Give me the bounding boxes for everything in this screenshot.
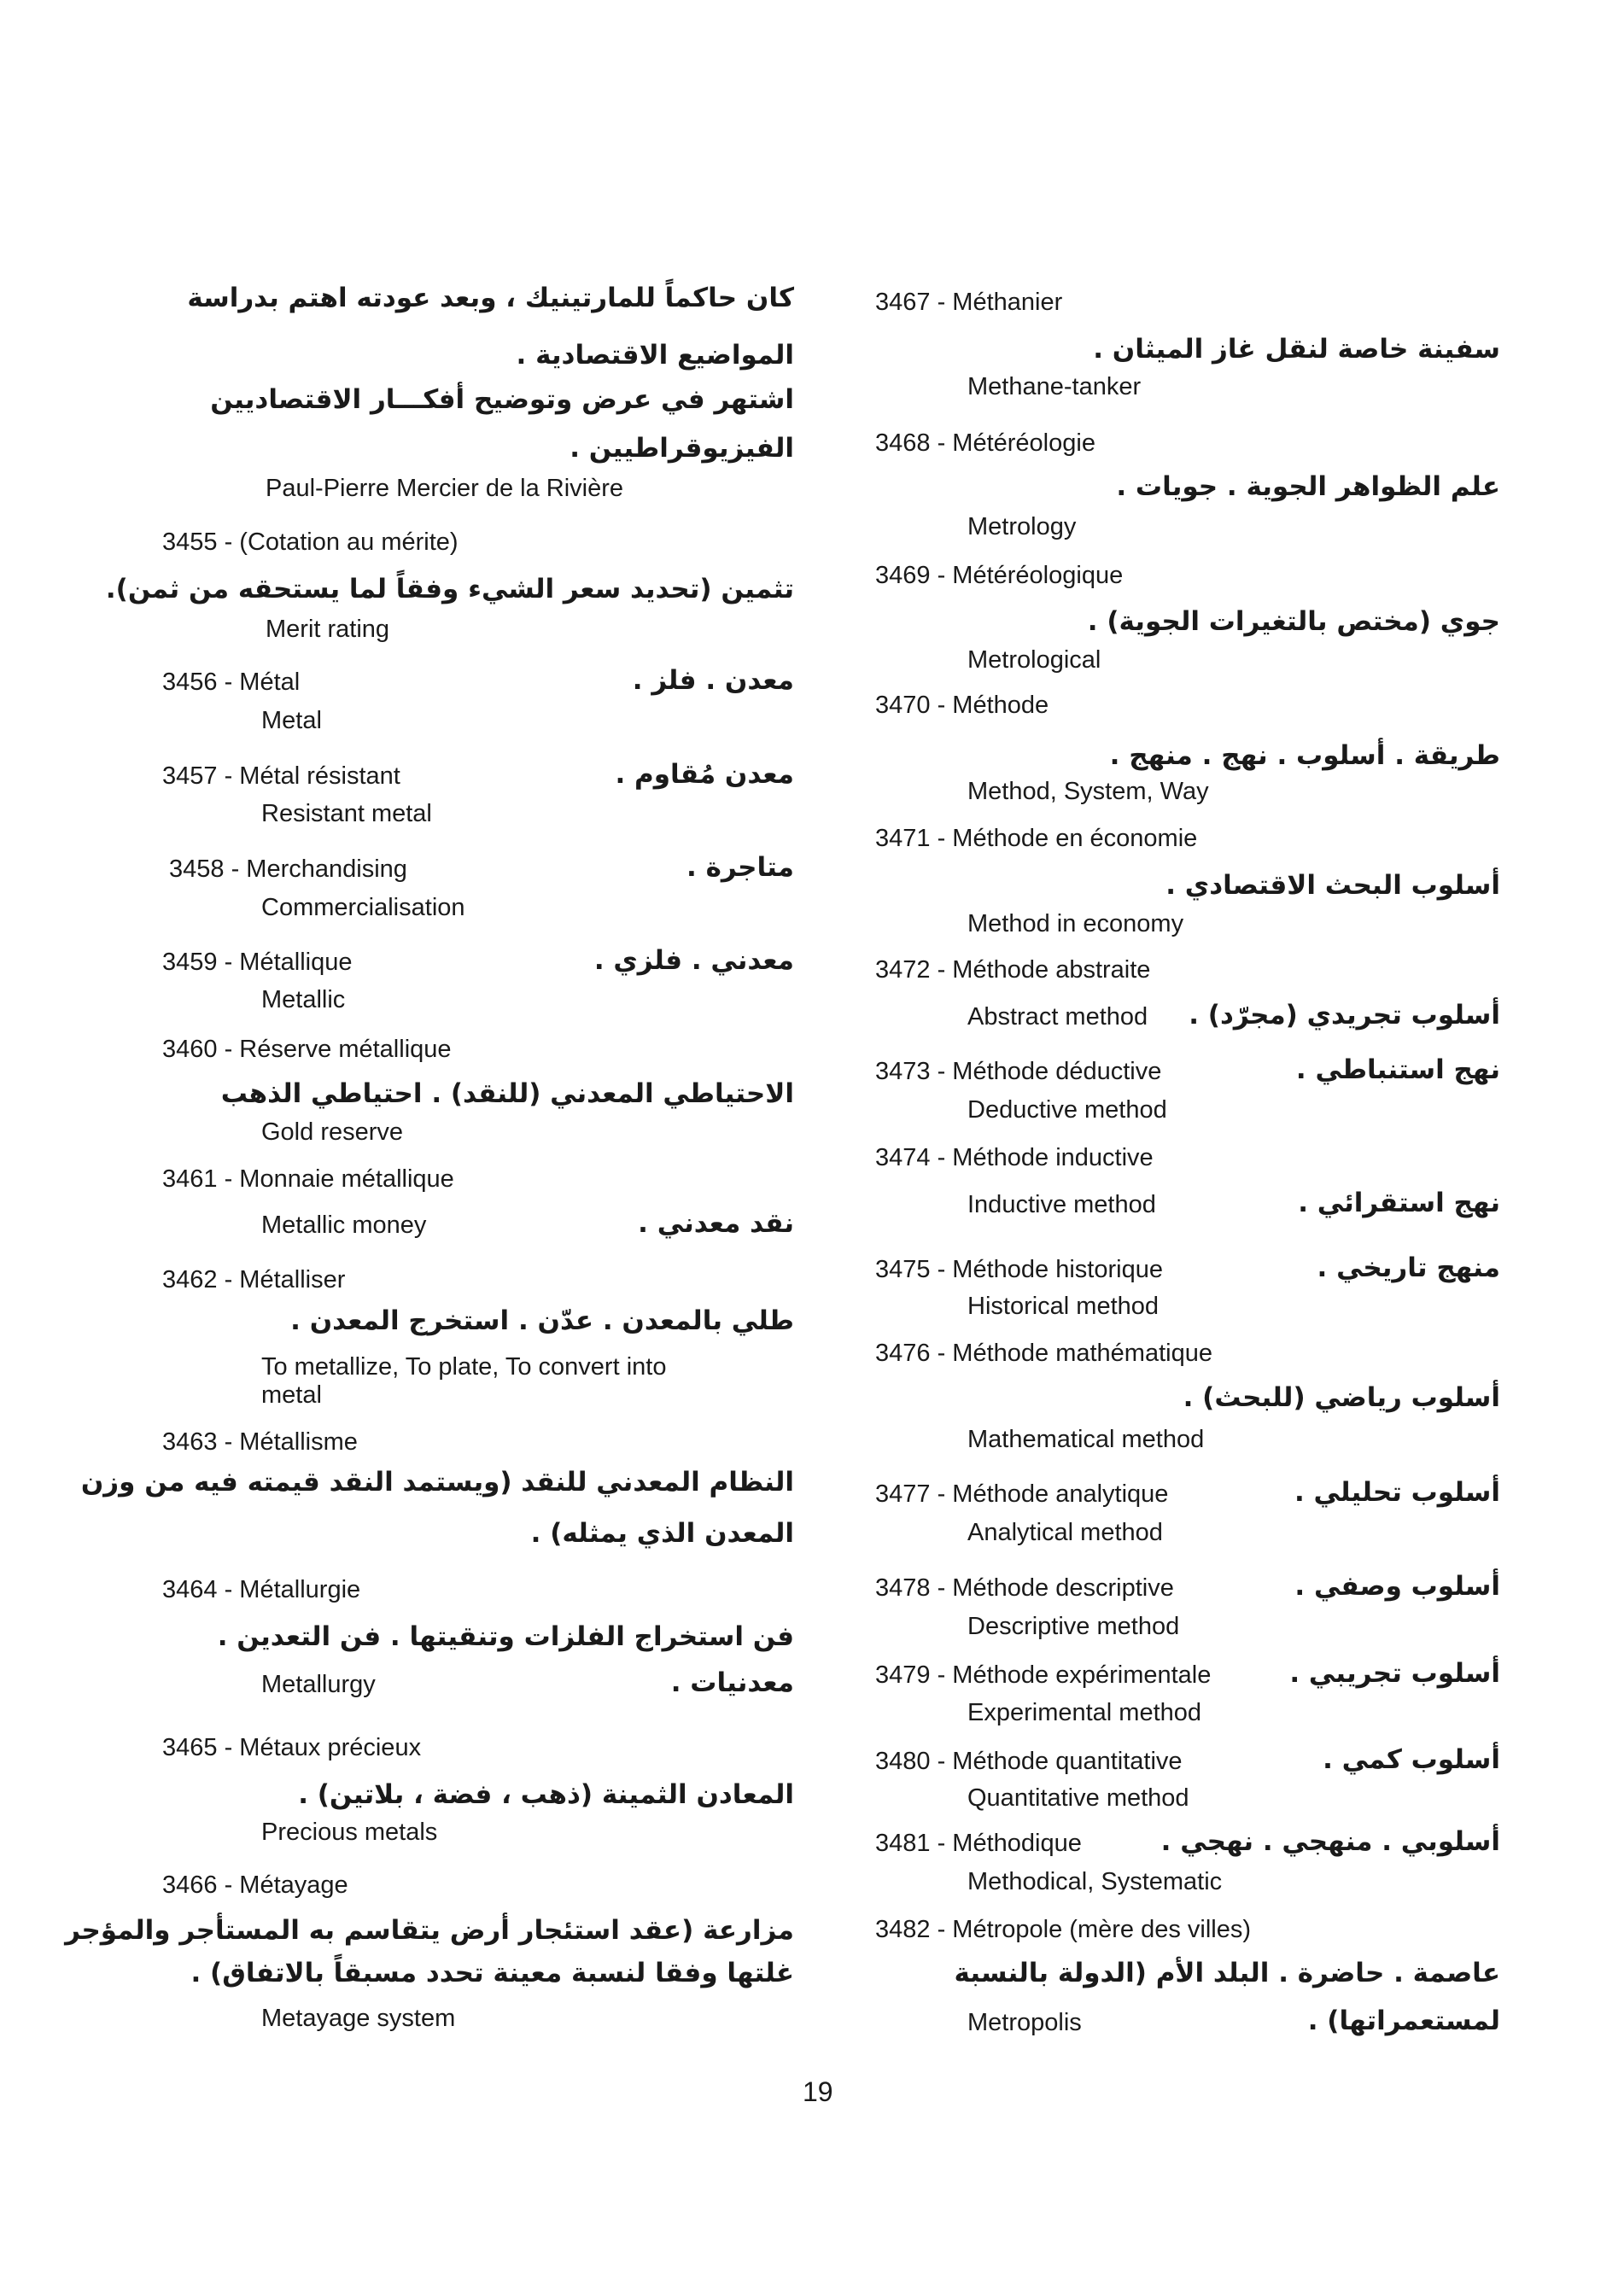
entry-english: Quantitative method: [967, 1784, 1189, 1812]
entry-header: 3480Méthode quantitative: [875, 1747, 1183, 1776]
entry-english: Precious metals: [261, 1819, 438, 1846]
intro-arabic-line: كان حاكماً للمارتينيك ، وبعد عودته اهتم …: [187, 283, 794, 313]
entry-english: Experimental method: [967, 1699, 1202, 1726]
entry-header: 3473Méthode déductive: [875, 1057, 1161, 1086]
entry-english: Metrological: [967, 646, 1101, 674]
entry-english: Metayage system: [261, 2005, 456, 2032]
entry-header: 3476Méthode mathématique: [875, 1339, 1212, 1368]
entry-english: Historical method: [967, 1293, 1160, 1320]
entry-header: 3481Méthodique: [875, 1829, 1082, 1858]
intro-arabic-line: اشتهر في عرض وتوضيح أفكـــار الاقتصاديين: [210, 384, 794, 415]
entry-header: 3463Métallisme: [162, 1428, 358, 1457]
entry-arabic: طريقة . أسلوب . نهج . منهج .: [1109, 740, 1500, 771]
entry-english: Resistant metal: [261, 800, 432, 827]
entry-arabic: أسلوبي . منهجي . نهجي .: [1160, 1826, 1500, 1857]
entry-arabic: الاحتياطي المعدني (للنقد) . احتياطي الذه…: [220, 1078, 794, 1109]
entry-header: 3474Méthode inductive: [875, 1143, 1154, 1172]
entry-arabic: معدن . فلز .: [632, 665, 794, 696]
entry-english: Metallurgy: [261, 1671, 376, 1698]
entry-header: 3464Métallurgie: [162, 1575, 360, 1604]
entry-arabic: أسلوب البحث الاقتصادي .: [1165, 870, 1500, 901]
entry-english: Method in economy: [967, 910, 1184, 937]
entry-arabic: مزارعة (عقد استئجار أرض يتقاسم به المستأ…: [65, 1915, 794, 1946]
entry-header: 3482Métropole (mère des villes): [875, 1915, 1251, 1944]
entry-header: 3472Méthode abstraite: [875, 955, 1150, 984]
entry-english: Metallic money: [261, 1212, 427, 1239]
entry-arabic: نقد معدني .: [638, 1208, 794, 1239]
entry-header: 3478Méthode descriptive: [875, 1574, 1174, 1603]
entry-arabic: تثمين (تحديد سعر الشيء وفقاً لما يستحقه …: [105, 574, 794, 604]
entry-arabic: أسلوب كمي .: [1323, 1744, 1500, 1775]
entry-arabic: نهج استقرائي .: [1298, 1188, 1500, 1218]
entry-arabic: علم الظواهر الجوية . جويات .: [1116, 471, 1500, 502]
entry-header: 3479Méthode expérimentale: [875, 1661, 1211, 1690]
entry-header: 3467Méthanier: [875, 288, 1062, 317]
entry-english: Metrology: [967, 513, 1077, 540]
entry-english: Merit rating: [266, 616, 390, 643]
entry-arabic: أسلوب وصفي .: [1294, 1571, 1500, 1602]
entry-header: 3455(Cotation au mérite): [162, 528, 459, 557]
entry-header: 3460Réserve métallique: [162, 1035, 452, 1064]
entry-english: To metallize, To plate, To convert into: [261, 1353, 667, 1381]
entry-header: 3459Métallique: [162, 948, 352, 977]
entry-english: Methane-tanker: [967, 373, 1142, 400]
entry-english: Mathematical method: [967, 1426, 1205, 1453]
entry-english: Metropolis: [967, 2009, 1082, 2036]
entry-header: 3477Méthode analytique: [875, 1480, 1168, 1509]
entry-header: 3461Monnaie métallique: [162, 1165, 454, 1194]
entry-header: 3468Météréologie: [875, 429, 1095, 458]
entry-arabic: المعادن الثمينة (ذهب ، فضة ، بلاتين) .: [298, 1779, 794, 1810]
entry-arabic: لمستعمراتها) .: [1307, 2006, 1500, 2036]
entry-arabic: المعدن الذي يمثله) .: [530, 1518, 794, 1549]
entry-header: 3458Merchandising: [169, 855, 407, 884]
entry-header: 3457Métal résistant: [162, 762, 400, 791]
intro-arabic-line: المواضيع الاقتصادية .: [516, 340, 794, 371]
entry-header: 3470Méthode: [875, 691, 1049, 720]
entry-arabic: نهج استنباطي .: [1295, 1054, 1500, 1085]
entry-english: Commercialisation: [261, 894, 465, 921]
entry-arabic: أسلوب تجريبي .: [1289, 1658, 1500, 1689]
entry-header: 3462Métalliser: [162, 1265, 345, 1294]
entry-arabic: عاصمة . حاضرة . البلد الأم (الدولة بالنس…: [954, 1958, 1500, 1988]
entry-arabic: طلي بالمعدن . عدّن . استخرج المعدن .: [290, 1305, 794, 1336]
entry-arabic: أسلوب تحليلي .: [1294, 1477, 1500, 1508]
entry-arabic: معدني . فلزي .: [593, 945, 794, 976]
page-number: 19: [803, 2076, 833, 2107]
entry-arabic: منهج تاريخي .: [1317, 1252, 1501, 1283]
entry-header: 3475Méthode historique: [875, 1255, 1163, 1284]
entry-english: Descriptive method: [967, 1613, 1180, 1640]
entry-english: metal: [261, 1381, 322, 1409]
entry-header: 3456Métal: [162, 668, 300, 697]
entry-english: Method, System, Way: [967, 778, 1209, 805]
entry-arabic: معدنيات .: [670, 1667, 794, 1698]
entry-arabic: فن استخراج الفلزات وتنقيتها . فن التعدين…: [217, 1621, 794, 1652]
entry-arabic: أسلوب تجريدي (مجرّد) .: [1189, 1000, 1500, 1031]
entry-english: Deductive method: [967, 1096, 1167, 1124]
entry-english: Abstract method: [967, 1003, 1148, 1031]
entry-arabic: سفينة خاصة لنقل غاز الميثان .: [1093, 334, 1500, 365]
entry-arabic: متاجرة .: [686, 852, 794, 883]
entry-arabic: جوي (مختص بالتغيرات الجوية) .: [1087, 606, 1500, 637]
entry-arabic: غلتها وفقا لنسبة معينة تحدد مسبقاً بالات…: [190, 1958, 794, 1988]
entry-header: 3469Météréologique: [875, 561, 1123, 590]
entry-english: Analytical method: [967, 1519, 1163, 1546]
entry-english: Metallic: [261, 986, 346, 1013]
entry-english: Gold reserve: [261, 1118, 404, 1146]
entry-english: Methodical, Systematic: [967, 1868, 1223, 1895]
entry-english: Metal: [261, 707, 322, 734]
entry-arabic: معدن مُقاوم .: [615, 759, 794, 790]
entry-header: 3471Méthode en économie: [875, 824, 1197, 853]
entry-english: Inductive method: [967, 1191, 1156, 1218]
intro-name: Paul-Pierre Mercier de la Rivière: [266, 475, 624, 502]
intro-arabic-line: الفيزيوقراطيين .: [570, 433, 794, 464]
entry-header: 3466Métayage: [162, 1871, 348, 1900]
entry-header: 3465Métaux précieux: [162, 1733, 421, 1762]
entry-arabic: أسلوب رياضي (للبحث) .: [1183, 1382, 1500, 1413]
entry-arabic: النظام المعدني للنقد (ويستمد النقد قيمته…: [80, 1467, 794, 1498]
